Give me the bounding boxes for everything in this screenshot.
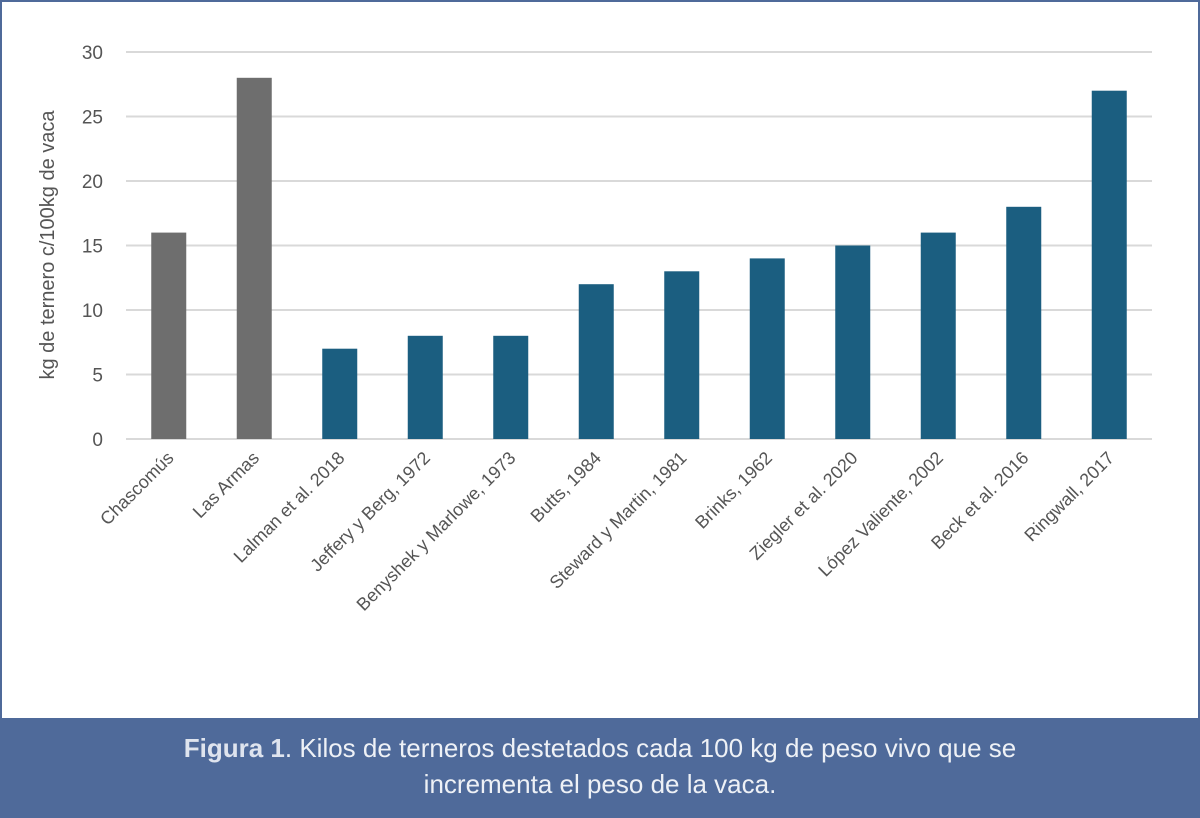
bar: [1091, 90, 1127, 439]
bar: [664, 271, 700, 439]
y-tick-label: 25: [82, 108, 103, 129]
bar: [236, 77, 272, 440]
caption-text-line2: incrementa el peso de la vaca.: [423, 769, 777, 799]
x-tick-label: Steward y Martin, 1981: [546, 448, 691, 593]
x-tick-label: Ringwall, 2017: [1020, 448, 1118, 546]
bar: [407, 335, 443, 439]
bar: [749, 258, 785, 439]
y-tick-label: 15: [82, 237, 103, 258]
x-tick-label: Las Armas: [189, 448, 263, 522]
bar: [322, 348, 358, 439]
y-tick-label: 0: [92, 430, 103, 451]
x-tick-label: Chascomús: [96, 448, 177, 529]
bar: [151, 232, 187, 439]
y-tick-label: 30: [82, 43, 103, 64]
bar: [920, 232, 956, 439]
caption-label: Figura 1: [183, 733, 285, 763]
bar: [493, 335, 529, 439]
bar: [835, 245, 871, 439]
x-tick-label: Butts, 1984: [527, 448, 606, 527]
x-tick-label: Benyshek y Marlowe, 1973: [353, 448, 520, 615]
y-tick-label: 20: [82, 172, 103, 193]
y-tick-label: 10: [82, 301, 103, 322]
caption-text: . Kilos de terneros destetados cada 100 …: [284, 733, 1017, 763]
y-axis-label: kg de ternero c/100kg de vaca: [37, 110, 59, 380]
figure-caption: Figura 1. Kilos de terneros destetados c…: [0, 718, 1200, 818]
bar: [578, 284, 614, 439]
bar: [1006, 206, 1042, 439]
y-tick-label: 5: [92, 366, 103, 387]
x-tick-label: Brinks, 1962: [691, 448, 776, 533]
